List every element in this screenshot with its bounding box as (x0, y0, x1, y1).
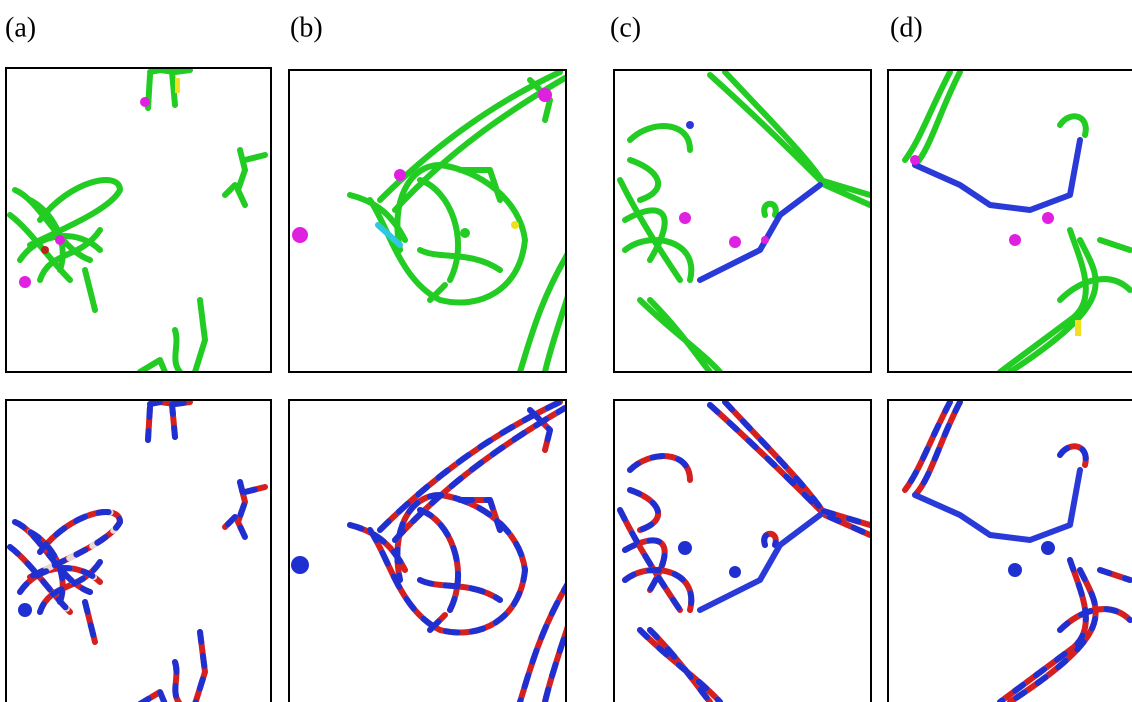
structure-part (700, 185, 820, 280)
structure-part (175, 78, 180, 93)
structure-part (700, 515, 820, 610)
structure-part (905, 402, 1130, 702)
panel-frame (614, 400, 871, 702)
panel-image (905, 402, 1130, 702)
structure-part (729, 236, 741, 248)
panel-image (10, 70, 265, 372)
structure-part (1009, 234, 1021, 246)
structure-part (511, 221, 519, 229)
structure-part (460, 228, 470, 238)
panel-label: (c) (610, 12, 641, 43)
structure-part (19, 276, 31, 288)
structure-part (915, 470, 1080, 540)
structure-part (291, 402, 585, 702)
structure-part (394, 169, 406, 181)
structure-part (620, 402, 870, 702)
panel-label: (b) (290, 12, 323, 43)
structure-part (678, 541, 692, 555)
structure-part (1075, 320, 1081, 336)
panel-image (10, 402, 265, 702)
structure-part (761, 236, 769, 244)
panel-image (620, 402, 870, 702)
panel-frame (289, 70, 566, 372)
panel-frame (888, 70, 1132, 372)
structure-part (910, 155, 920, 165)
structure-part (574, 241, 582, 249)
structure-part (292, 227, 308, 243)
structure-part (1008, 563, 1022, 577)
structure-part (686, 121, 694, 129)
structure-part (41, 246, 49, 254)
panel-image (291, 402, 585, 702)
structure-part (679, 212, 691, 224)
panel-frame (888, 400, 1132, 702)
structure-part (620, 402, 870, 702)
structure-part (350, 402, 585, 702)
structure-part (10, 70, 265, 372)
structure-part (1041, 541, 1055, 555)
panel-image (905, 72, 1130, 372)
structure-part (10, 402, 265, 702)
structure-part (55, 235, 65, 245)
panel-label: (d) (890, 12, 923, 43)
structure-part (915, 140, 1080, 210)
structure-part (620, 402, 870, 702)
structure-part (729, 566, 741, 578)
structure-part (291, 556, 309, 574)
structure-part (620, 402, 870, 702)
structure-part (905, 72, 1130, 372)
panel-image (292, 72, 585, 372)
structure-part (1042, 212, 1054, 224)
structure-part (620, 72, 870, 372)
structure-part (140, 97, 150, 107)
panel-frame (614, 70, 871, 372)
panel-frame (289, 400, 566, 702)
structure-part (905, 402, 1130, 702)
structure-part (350, 72, 585, 372)
structure-part (538, 88, 552, 102)
panel-label: (a) (5, 12, 36, 43)
panel-image (620, 72, 870, 372)
structure-part (10, 402, 265, 702)
figure: (a) (b) (c) (d) (0, 0, 1132, 702)
structure-part (18, 603, 32, 617)
